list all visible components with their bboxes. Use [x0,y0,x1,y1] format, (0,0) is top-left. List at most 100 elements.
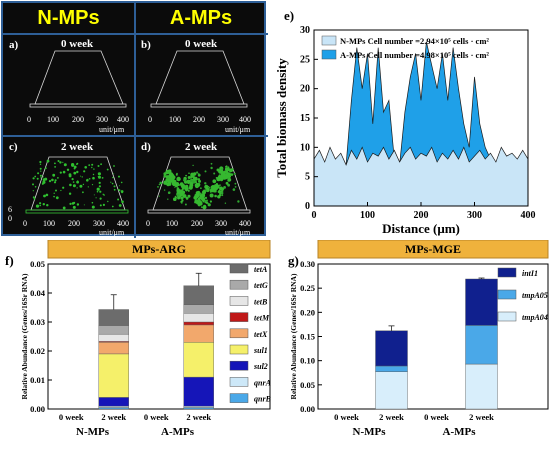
biofilm-dot [203,204,207,208]
biofilm-dot [46,204,49,207]
bar-segment [98,405,129,408]
biofilm-dot [184,203,187,206]
biofilm-dot [165,175,169,179]
biofilm-dot [219,187,223,191]
y-tick-label: 0.20 [300,307,315,317]
biofilm-dot [230,173,234,176]
y-tick-label: 0.05 [300,380,315,390]
biofilm-dot [63,163,67,167]
biofilm-dot [198,179,201,183]
biofilm-dot [53,195,55,198]
biofilm-dot [201,198,205,201]
biofilm-dot [219,184,221,186]
biofilm-dot [192,174,195,178]
chart-e: 0 100 200 300 400 0 5 10 15 20 25 30 Distance (μm) To… [274,25,536,236]
biofilm-dot [205,189,208,192]
biofilm-dot [167,191,171,194]
bar-segment [183,342,214,378]
biofilm-dot [35,204,40,208]
biofilm-dot [100,163,102,166]
biofilm-dot [187,176,191,179]
biofilm-dot [84,166,87,169]
y-tick-label: 0.04 [30,288,46,298]
x-tick-label: 200 [414,210,429,221]
bar-segment [375,365,408,372]
tick-c-0: 0 [23,219,27,228]
tick-c-100: 100 [43,219,55,228]
biofilm-dot [96,187,100,191]
biofilm-dot [163,189,166,191]
biofilm-dot [59,171,62,174]
y-tick-label: 0.01 [30,375,45,385]
biofilm-dot [87,178,89,180]
legend-swatch [497,267,517,278]
biofilm-dot [180,196,184,200]
biofilm-dot [225,172,227,175]
tick-b-400: 400 [239,115,251,124]
legend-label: tetX [254,330,268,339]
x-tick-label: 0 week [144,412,169,422]
biofilm-dot [45,193,49,197]
biofilm-dot [102,193,104,195]
biofilm-dot [197,203,201,207]
biofilm-dot [157,186,159,188]
biofilm-dot [53,181,57,184]
y-tick-label: 0 [305,201,310,212]
biofilm-dot [97,165,100,167]
legend-label: tetB [254,297,268,306]
group-label: A-MPs [443,426,477,438]
biofilm-dot [210,166,213,170]
y-axis-label: Relative Abundance (Genes/16Sr RNA) [289,273,298,399]
biofilm-dot [180,202,183,204]
biofilm-dot [82,191,84,194]
biofilm-dot [52,179,54,181]
biofilm-dot [219,177,224,182]
bar-segment [183,324,214,343]
biofilm-dot [113,165,115,167]
biofilm-dot [120,181,123,184]
tick-d-400: 400 [239,219,251,228]
divider-header [3,33,268,35]
unit-a: unit/μm [99,125,125,134]
biofilm-dot [209,191,212,193]
header-n-mps: N-MPs [37,7,100,29]
legend-label: qnrA [254,378,272,387]
panel-label-f: f) [5,253,14,268]
biofilm-dot [234,182,237,185]
biofilm-dot [82,183,85,186]
biofilm-dot [62,206,66,210]
biofilm-dot [202,200,205,203]
unit-c: unit/μm [99,228,125,237]
legend-label: A-MPs Cell number =4.98×10⁵ cells · cm² [340,50,489,60]
biofilm-dot [91,166,93,169]
biofilm-dot [221,194,224,197]
biofilm-dot [76,203,80,206]
biofilm-dot [174,195,177,198]
biofilm-dot [41,182,44,185]
biofilm-dot [209,187,211,189]
biofilm-dot [72,184,76,188]
biofilm-dot [68,174,72,178]
bar-segment [98,407,129,410]
biofilm-dot [43,194,46,198]
biofilm-dot [207,202,209,205]
biofilm-dot [79,184,83,188]
bar-segment [183,304,214,314]
biofilm-dot [111,205,114,208]
x-tick-label: 400 [521,210,536,221]
tick-c-200: 200 [68,219,80,228]
bar-segment [183,405,214,408]
biofilm-dot [118,185,120,187]
biofilm-dot [72,205,76,209]
biofilm-dot [117,188,120,191]
biofilm-dot [159,181,163,185]
biofilm-dot [91,163,94,166]
legend-label: tetM [254,314,270,323]
legend-label: intI1 [522,269,538,278]
y-tick-label: 25 [300,54,310,65]
biofilm-dot [176,193,180,197]
biofilm-dot [87,186,89,188]
x-tick-label: 300 [467,210,482,221]
biofilm-dot [54,162,56,165]
legend-label: sul2 [253,362,268,371]
